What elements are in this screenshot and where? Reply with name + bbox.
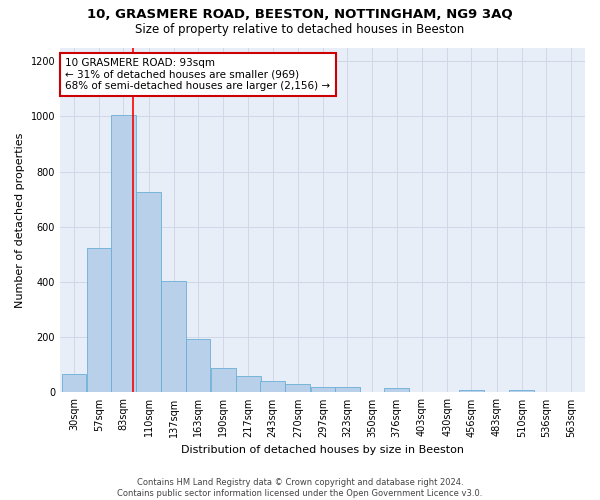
Text: 10, GRASMERE ROAD, BEESTON, NOTTINGHAM, NG9 3AQ: 10, GRASMERE ROAD, BEESTON, NOTTINGHAM, … xyxy=(87,8,513,20)
X-axis label: Distribution of detached houses by size in Beeston: Distribution of detached houses by size … xyxy=(181,445,464,455)
Text: Contains HM Land Registry data © Crown copyright and database right 2024.
Contai: Contains HM Land Registry data © Crown c… xyxy=(118,478,482,498)
Bar xyxy=(286,384,310,392)
Bar xyxy=(509,390,534,392)
Bar xyxy=(335,388,359,392)
Bar xyxy=(111,115,136,392)
Bar xyxy=(87,248,112,392)
Bar xyxy=(236,376,261,392)
Text: 10 GRASMERE ROAD: 93sqm
← 31% of detached houses are smaller (969)
68% of semi-d: 10 GRASMERE ROAD: 93sqm ← 31% of detache… xyxy=(65,58,331,91)
Bar xyxy=(260,382,285,392)
Bar xyxy=(311,387,335,392)
Y-axis label: Number of detached properties: Number of detached properties xyxy=(15,132,25,308)
Bar xyxy=(385,388,409,392)
Bar xyxy=(161,280,186,392)
Text: Size of property relative to detached houses in Beeston: Size of property relative to detached ho… xyxy=(136,22,464,36)
Bar xyxy=(136,192,161,392)
Bar xyxy=(459,390,484,392)
Bar xyxy=(211,368,236,392)
Bar xyxy=(62,374,86,392)
Bar xyxy=(185,338,211,392)
